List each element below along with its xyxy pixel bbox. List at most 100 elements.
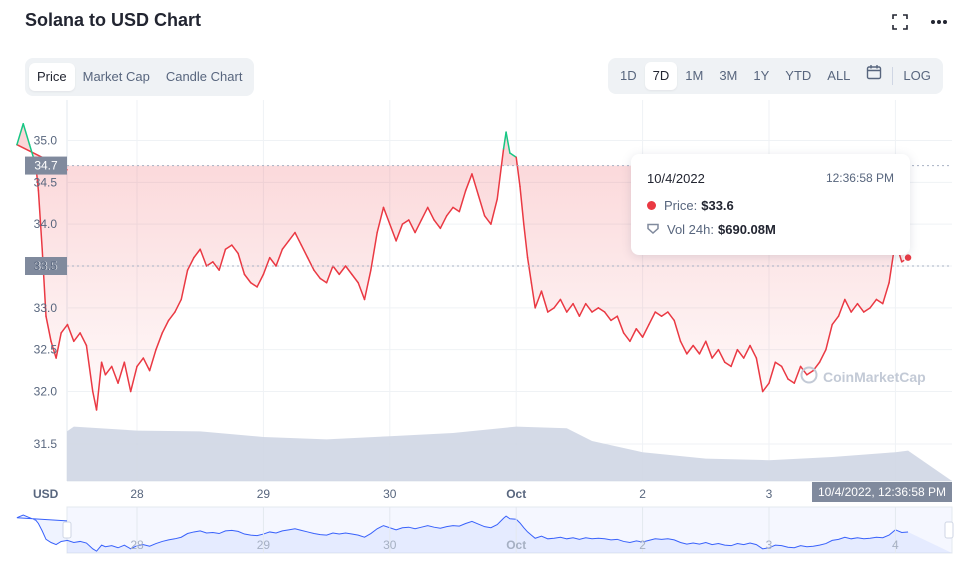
price-line-segment xyxy=(332,265,340,276)
price-line-segment xyxy=(231,244,239,255)
price-line-segment xyxy=(426,206,435,221)
price-line-segment xyxy=(344,265,353,276)
y-tick-label: 35.0 xyxy=(34,133,58,147)
price-line-segment xyxy=(60,323,69,334)
chart-type-tabs: Price Market Cap Candle Chart xyxy=(25,58,255,96)
price-line-segment xyxy=(597,307,606,313)
price-line-segment xyxy=(50,340,57,359)
price-line-segment xyxy=(452,206,461,213)
price-line-segment xyxy=(692,344,701,355)
log-toggle[interactable]: LOG xyxy=(903,68,931,83)
range-ytd[interactable]: YTD xyxy=(785,68,812,83)
reference-label: 33.5 xyxy=(34,259,58,273)
navigator-tick-label: 30 xyxy=(383,538,397,552)
calendar-button[interactable] xyxy=(858,62,890,90)
price-line-segment xyxy=(686,344,694,355)
price-line-segment xyxy=(16,122,24,146)
range-1m[interactable]: 1M xyxy=(685,68,704,83)
price-line-segment xyxy=(186,256,195,271)
price-line-segment xyxy=(787,378,796,384)
navigator-tick-label: 28 xyxy=(130,538,144,552)
price-line-segment xyxy=(622,332,631,343)
range-all[interactable]: ALL xyxy=(827,68,851,83)
tooltip-price-label: Price: xyxy=(664,198,698,213)
x-tick-label: 3 xyxy=(766,487,773,501)
price-line-segment xyxy=(66,323,75,343)
price-line-segment xyxy=(844,298,852,313)
price-line-segment xyxy=(445,206,454,217)
price-line-segment xyxy=(395,223,404,242)
navigator-right-handle[interactable] xyxy=(944,521,954,539)
price-line-segment xyxy=(414,219,423,234)
price-line-segment xyxy=(351,273,359,284)
range-7d[interactable]: 7D xyxy=(644,62,678,90)
price-line-segment xyxy=(660,311,669,317)
price-line-segment xyxy=(167,311,176,322)
tab-price[interactable]: Price xyxy=(29,63,75,91)
price-line-segment xyxy=(85,344,94,393)
range-divider xyxy=(892,67,894,85)
fullscreen-icon[interactable] xyxy=(892,14,908,30)
price-line-segment xyxy=(523,223,529,259)
price-line-segment xyxy=(464,173,473,192)
price-line-segment xyxy=(174,298,182,313)
price-line-segment xyxy=(519,185,525,225)
price-line-segment xyxy=(629,328,638,343)
price-line-segment xyxy=(193,248,201,259)
price-line-segment xyxy=(123,361,132,393)
range-1y[interactable]: 1Y xyxy=(753,68,770,83)
price-line-segment xyxy=(724,361,732,368)
price-line-segment xyxy=(749,344,758,359)
price-line-segment xyxy=(287,231,296,242)
price-line-segment xyxy=(389,223,397,242)
top-icons xyxy=(892,14,948,30)
price-line-segment xyxy=(711,348,720,359)
price-line-segment xyxy=(578,302,587,317)
price-line-segment xyxy=(55,332,62,359)
y-unit-label: USD xyxy=(33,487,59,501)
y-tick-label: 33.0 xyxy=(34,301,58,315)
price-line-segment xyxy=(376,206,385,234)
tooltip-price-value: $33.6 xyxy=(701,198,734,213)
range-1d[interactable]: 1D xyxy=(620,68,637,83)
price-line-segment xyxy=(477,194,486,217)
price-line-segment xyxy=(679,340,688,355)
navigator-area xyxy=(16,515,953,553)
price-line-segment xyxy=(654,311,663,317)
navigator-left-handle[interactable] xyxy=(62,521,72,539)
price-line-segment xyxy=(882,281,890,305)
price-line-segment xyxy=(774,361,783,368)
price-line-segment xyxy=(155,332,164,351)
price-line-segment xyxy=(319,277,328,284)
price-dot-icon xyxy=(647,201,656,210)
tab-market-cap[interactable]: Market Cap xyxy=(82,69,150,84)
tooltip-volume-value: $690.08M xyxy=(718,222,776,237)
navigator-tick-label: Oct xyxy=(506,538,526,552)
range-3m[interactable]: 3M xyxy=(719,68,738,83)
y-tick-label: 34.5 xyxy=(34,175,58,189)
y-tick-label: 33.5 xyxy=(34,259,58,273)
price-line-segment xyxy=(603,311,612,322)
navigator-tick-label: 2 xyxy=(639,538,646,552)
price-line-segment xyxy=(45,315,52,343)
price-line-segment xyxy=(831,315,840,326)
price-line-segment xyxy=(667,311,675,322)
price-line-segment xyxy=(401,219,410,225)
price-line-segment xyxy=(515,156,521,188)
price-line-segment xyxy=(566,302,574,313)
x-tick-label: 29 xyxy=(257,487,271,501)
price-line-segment xyxy=(256,273,265,288)
price-line-segment xyxy=(110,365,119,384)
price-line-segment xyxy=(73,332,81,343)
tab-candle-chart[interactable]: Candle Chart xyxy=(165,69,243,84)
price-line-segment xyxy=(250,281,258,288)
x-tick-label: 30 xyxy=(383,487,397,501)
more-icon[interactable] xyxy=(930,19,948,25)
price-line-segment xyxy=(79,332,88,347)
price-line-segment xyxy=(869,298,878,309)
price-line-segment xyxy=(584,302,593,313)
price-line-segment xyxy=(837,298,846,317)
price-line-segment xyxy=(218,248,227,271)
page-title: Solana to USD Chart xyxy=(25,10,202,30)
price-line-segment xyxy=(730,348,739,368)
